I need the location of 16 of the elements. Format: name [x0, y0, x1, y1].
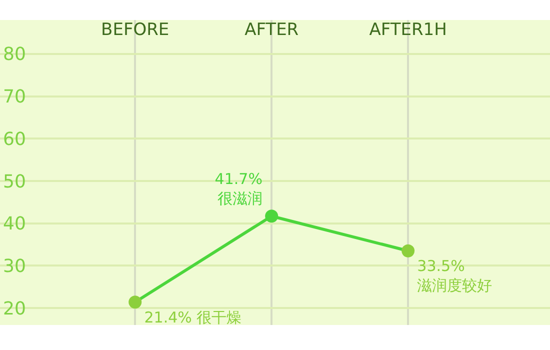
y-tick-label: 20: [3, 298, 26, 320]
y-tick-label: 30: [3, 256, 26, 277]
x-tick-label: AFTER: [244, 20, 299, 40]
y-tick-label: 70: [3, 86, 26, 108]
y-tick-label: 50: [3, 171, 26, 192]
y-tick-label: 60: [3, 128, 26, 150]
x-tick-label: BEFORE: [101, 20, 170, 40]
data-label: 41.7% 很滋润: [214, 170, 262, 208]
data-label: 33.5% 滋润度较好: [417, 257, 492, 295]
data-label: 21.4% 很干燥: [144, 308, 242, 326]
y-tick-label: 40: [3, 214, 26, 235]
x-tick-label: AFTER1H: [369, 20, 447, 40]
point: [265, 210, 278, 223]
point: [402, 244, 415, 258]
y-tick-label: 80: [3, 44, 26, 66]
point: [128, 296, 142, 309]
